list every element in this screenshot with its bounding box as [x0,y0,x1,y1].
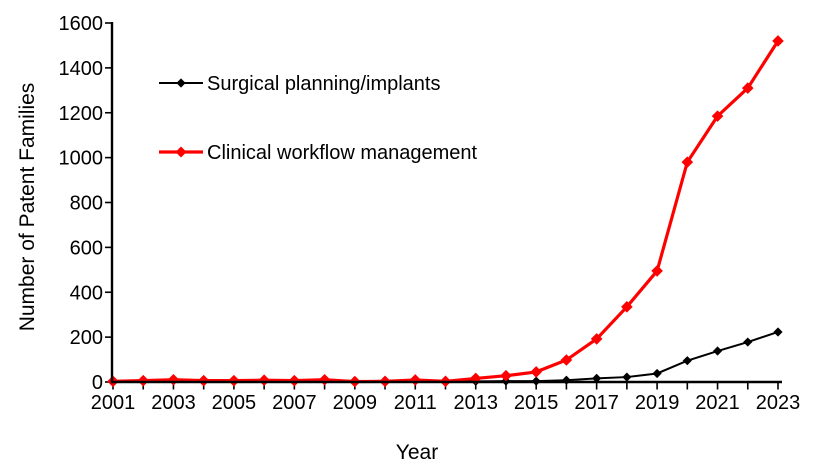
data-point-surgical-planning-implants-2019 [652,368,662,379]
x-axis-title: Year [396,441,438,464]
x-tick-label: 2003 [151,392,196,414]
x-tick-label: 2011 [394,392,437,414]
x-tick-label: 2023 [756,392,801,414]
x-axis-ticks-group: 2001 2003 2005 2007 2009 2011 2013 2015 2017 2019… [91,383,801,414]
x-tick-label: 2019 [635,392,680,414]
y-tick-label: 1400 [59,58,104,80]
data-point-surgical-planning-implants-2020 [682,356,692,366]
legend-entry-clinical-workflow-management: Clinical workflow management [159,142,478,164]
data-point-clinical-workflow-management-2006 [258,374,270,387]
data-point-clinical-workflow-management-2005 [228,374,240,387]
x-tick-label: 2007 [272,392,317,414]
data-point-clinical-workflow-management-2020 [681,156,694,168]
data-point-clinical-workflow-management-2022 [741,82,754,94]
legend-diamond-icon-black [176,78,186,88]
y-tick-label: 1600 [59,13,104,35]
legend-label-clinical: Clinical workflow management [207,142,478,164]
x-tick-label: 2021 [695,392,740,414]
y-tick-label: 1200 [59,103,104,125]
data-point-surgical-planning-implants-2016 [561,375,572,385]
x-tick-label: 2001 [91,392,136,414]
y-axis-title: Number of Patent Families [16,83,39,332]
y-tick-label: 200 [70,327,103,349]
y-tick-label: 400 [70,282,103,304]
legend-entry-surgical-planning-implants: Surgical planning/implants [159,73,440,95]
data-point-clinical-workflow-management-2014 [500,369,512,382]
data-point-clinical-workflow-management-2017 [590,333,603,345]
x-tick-label: 2013 [453,392,498,414]
x-tick-label: 2017 [574,392,619,414]
x-tick-label: 2009 [333,392,378,414]
data-point-surgical-planning-implants-2017 [592,373,602,384]
data-point-surgical-planning-implants-2023 [773,327,783,337]
data-point-clinical-workflow-management-2018 [621,301,633,313]
data-point-surgical-planning-implants-2018 [622,372,632,382]
data-point-surgical-planning-implants-2021 [712,346,723,356]
y-tick-label: 1000 [59,148,104,170]
y-tick-label: 800 [70,193,103,215]
data-point-clinical-workflow-management-2011 [409,374,422,386]
x-tick-label: 2015 [514,392,559,414]
legend: Surgical planning/implants Clinical work… [159,73,478,164]
y-tick-label: 600 [70,237,103,259]
data-point-clinical-workflow-management-2023 [772,35,784,47]
data-point-clinical-workflow-management-2002 [137,374,150,387]
data-point-clinical-workflow-management-2004 [197,374,210,387]
data-point-clinical-workflow-management-2007 [288,374,301,387]
data-point-clinical-workflow-management-2021 [711,110,724,122]
series-line-surgical-planning-implants [112,331,779,383]
y-axis-ticks-group: 0 200 400 600 800 1000 1200 1400 1600 [59,13,112,394]
y-tick-label: 0 [92,372,103,394]
data-point-clinical-workflow-management-2019 [651,265,663,277]
data-point-clinical-workflow-management-2003 [167,373,180,386]
legend-diamond-icon-red [175,146,187,158]
data-point-surgical-planning-implants-2022 [743,337,753,347]
legend-label-surgical: Surgical planning/implants [207,73,440,95]
data-point-clinical-workflow-management-2016 [560,354,573,366]
data-point-clinical-workflow-management-2008 [318,373,331,386]
data-point-clinical-workflow-management-2015 [530,366,542,378]
x-tick-label: 2005 [212,392,257,414]
